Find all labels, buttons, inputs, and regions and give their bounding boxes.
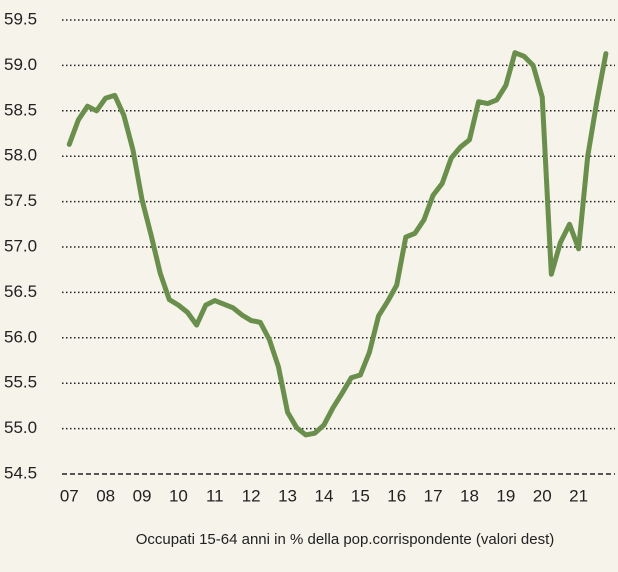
x-tick-label: 16 bbox=[387, 486, 406, 505]
y-tick-label: 55.0 bbox=[4, 418, 37, 437]
x-tick-label: 12 bbox=[242, 486, 261, 505]
y-tick-label: 55.5 bbox=[4, 373, 37, 392]
x-tick-label: 13 bbox=[278, 486, 297, 505]
x-tick-label: 10 bbox=[169, 486, 188, 505]
y-tick-label: 59.0 bbox=[4, 55, 37, 74]
x-tick-label: 15 bbox=[351, 486, 370, 505]
y-tick-label: 56.5 bbox=[4, 282, 37, 301]
chart: 54.5 55.0 55.5 56.0 56.5 57.0 57.5 58.0 58.5 59.0… bbox=[4, 9, 615, 505]
x-tick-label: 09 bbox=[133, 486, 152, 505]
y-tick-label: 57.5 bbox=[4, 191, 37, 210]
data-line bbox=[66, 50, 609, 438]
x-tick-label: 17 bbox=[424, 486, 443, 505]
x-tick-label: 20 bbox=[533, 486, 552, 505]
x-tick-label: 07 bbox=[60, 486, 79, 505]
y-tick-label: 57.0 bbox=[4, 236, 37, 255]
x-tick-label: 08 bbox=[96, 486, 115, 505]
y-tick-label: 54.5 bbox=[4, 463, 37, 482]
x-tick-label: 11 bbox=[206, 486, 224, 505]
x-tick-label: 14 bbox=[314, 486, 333, 505]
x-tick-label: 19 bbox=[496, 486, 515, 505]
x-tick-label: 21 bbox=[569, 486, 588, 505]
x-tick-label: 18 bbox=[460, 486, 479, 505]
legend-caption: Occupati 15-64 anni in % della pop.corri… bbox=[135, 531, 555, 548]
y-tick-label: 56.0 bbox=[4, 327, 37, 346]
y-tick-label: 58.0 bbox=[4, 146, 37, 165]
y-tick-label: 58.5 bbox=[4, 100, 37, 119]
y-tick-label: 59.5 bbox=[4, 9, 37, 28]
